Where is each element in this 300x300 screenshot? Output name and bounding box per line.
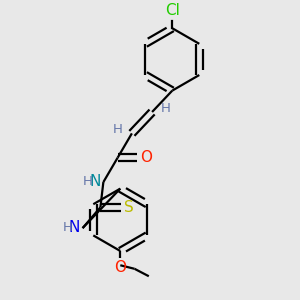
Text: H: H xyxy=(161,102,171,115)
Text: H: H xyxy=(62,221,72,234)
Text: O: O xyxy=(140,150,152,165)
Text: H: H xyxy=(83,175,93,188)
Text: H: H xyxy=(113,123,123,136)
Text: S: S xyxy=(124,200,134,215)
Text: N: N xyxy=(89,174,100,189)
Text: O: O xyxy=(114,260,126,275)
Text: Cl: Cl xyxy=(165,3,180,18)
Text: N: N xyxy=(68,220,80,235)
